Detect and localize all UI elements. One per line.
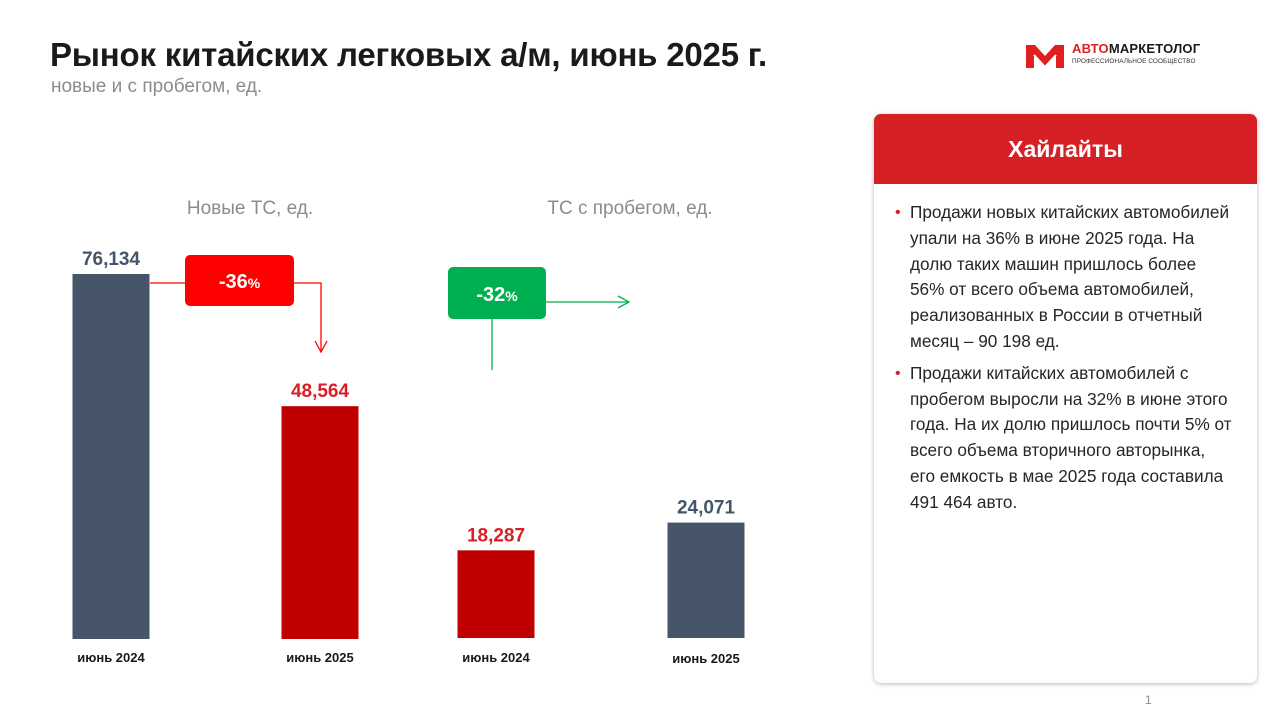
bar-value-label: 48,564 — [291, 381, 350, 402]
bar — [667, 522, 745, 638]
page-title: Рынок китайских легковых а/м, июнь 2025 … — [50, 36, 768, 73]
logo-tagline: ПРОФЕССИОНАЛЬНОЕ СООБЩЕСТВО — [1072, 58, 1196, 65]
bar — [281, 406, 359, 639]
bar — [457, 550, 535, 638]
category-label: июнь 2025 — [672, 651, 739, 666]
highlight-item: Продажи новых китайских автомобилей упал… — [895, 200, 1233, 355]
bar-charts: 76,134 июнь 2024 48,564 июнь 2025 18,287 июнь… — [72, 249, 745, 666]
logo-mark-icon — [1026, 45, 1064, 69]
bar — [72, 274, 150, 639]
page-subtitle: новые и с пробегом, ед. — [51, 76, 263, 97]
arrow-right-icon — [617, 295, 631, 309]
change-badge — [185, 255, 294, 306]
highlights-panel: Хайлайты Продажи новых китайских автомоб… — [874, 114, 1257, 683]
logo-name: АВТОМАРКЕТОЛОГ — [1072, 41, 1201, 56]
category-label: июнь 2025 — [286, 650, 353, 665]
brand-logo: АВТОМАРКЕТОЛОГ ПРОФЕССИОНАЛЬНОЕ СООБЩЕСТ… — [1024, 40, 1234, 74]
arrow-down-icon — [314, 340, 328, 354]
change-badge-label: -32% — [476, 284, 518, 306]
change-badge — [448, 267, 546, 319]
highlights-header: Хайлайты — [874, 114, 1257, 184]
chart-title-used: ТС с пробегом, ед. — [547, 198, 713, 219]
category-label: июнь 2024 — [77, 650, 145, 665]
page-number: 1 — [1145, 693, 1152, 707]
change-badge-label: -36% — [219, 271, 261, 293]
highlight-item: Продажи китайских автомобилей с пробегом… — [895, 361, 1233, 516]
bar-value-label: 24,071 — [677, 498, 736, 519]
bar-value-label: 76,134 — [82, 249, 141, 270]
chart-title-new: Новые ТС, ед. — [186, 198, 314, 219]
highlights-list: Продажи новых китайских автомобилей упал… — [874, 184, 1257, 516]
bar-value-label: 18,287 — [467, 525, 525, 546]
category-label: июнь 2024 — [462, 650, 530, 665]
